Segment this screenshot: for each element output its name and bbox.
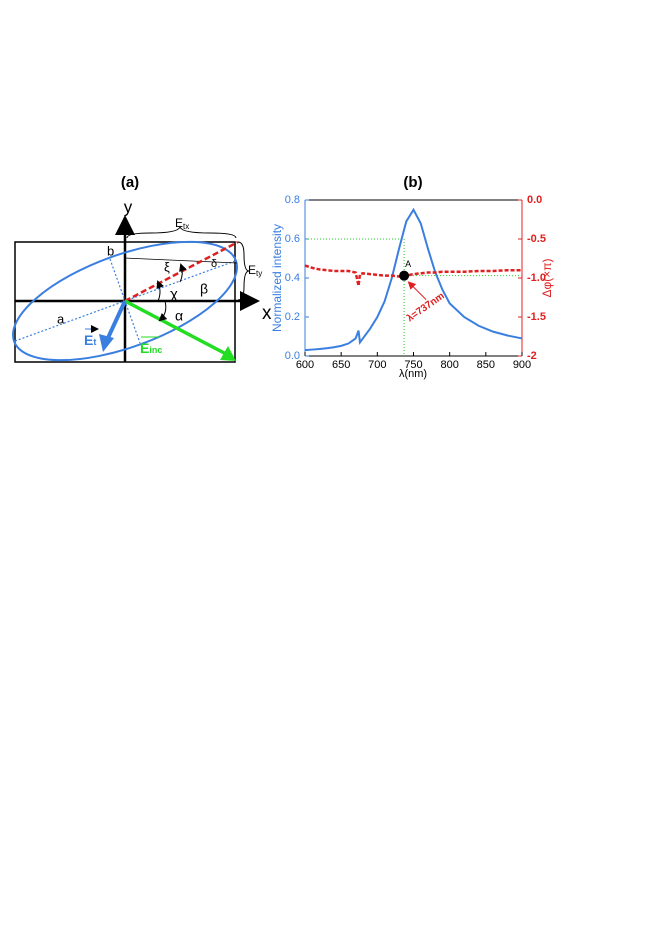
y2-axis-label: Δφ(×π): [540, 258, 554, 297]
label: χ: [170, 286, 178, 303]
x-axis-label: λ(nm): [399, 368, 427, 380]
y2-tick-label: -0.5: [527, 233, 546, 245]
y2-tick-label: -1.0: [527, 272, 546, 284]
y2-tick-label: -1.5: [527, 311, 546, 323]
x-tick-label: 900: [513, 359, 531, 371]
label: α: [175, 308, 183, 324]
angle-arc: [156, 280, 164, 302]
panel-title: (a): [121, 174, 139, 191]
text: E: [140, 340, 149, 356]
label: b: [107, 243, 114, 258]
ref-line: [124, 257, 238, 264]
brace: [126, 225, 237, 239]
arrowhead: [99, 334, 114, 352]
series-line: [304, 264, 522, 287]
x-tick-label: 800: [440, 359, 458, 371]
label: Etx: [175, 216, 189, 231]
x-tick-label: 750: [404, 359, 422, 371]
x-tick-label: 600: [296, 359, 314, 371]
label: Ety: [248, 263, 262, 278]
ellipse: [12, 240, 238, 362]
y-tick-label: 0.4: [285, 272, 300, 284]
label: Et: [84, 332, 96, 348]
label: x: [262, 303, 272, 324]
angle-arc: [179, 263, 187, 283]
arrowhead: [220, 346, 236, 361]
chart-title: (b): [403, 174, 422, 191]
angle-arc: [158, 300, 168, 322]
panel-b: (b) λ(nm) Normalized intensity Δφ(×π) 60…: [270, 174, 554, 380]
point: [399, 270, 410, 281]
y-tick-label: 0.0: [285, 350, 300, 362]
series-line: [304, 207, 523, 352]
text: E: [84, 332, 93, 348]
text: E: [248, 263, 256, 277]
label: a: [57, 311, 65, 326]
text: inc: [149, 345, 162, 355]
point-label: A: [405, 259, 411, 269]
y-tick-label: 0.8: [285, 194, 300, 206]
x-tick-label: 700: [368, 359, 386, 371]
annotation-arrow: [407, 281, 427, 301]
y-tick-label: 0.6: [285, 233, 300, 245]
panel-a: (a) Etx Ety y x b a ξ χ β α δ Et Einc: [12, 174, 272, 363]
label: β: [200, 281, 208, 297]
e-inc-arrow: [124, 299, 229, 357]
red-dashed: [124, 240, 239, 303]
text: t: [93, 337, 96, 347]
label: y: [124, 197, 133, 216]
text: tx: [183, 222, 189, 231]
y-tick-label: 0.2: [285, 311, 300, 323]
e-t-arrow: [105, 300, 127, 341]
x-tick-label: 850: [477, 359, 495, 371]
y2-tick-label: -2: [527, 350, 537, 362]
y2-tick-label: 0.0: [527, 194, 542, 206]
x-tick-label: 650: [332, 359, 350, 371]
label: δ: [211, 258, 217, 270]
brace: [237, 241, 250, 301]
text: ty: [256, 269, 262, 278]
label: Einc: [140, 340, 162, 356]
label: ξ: [164, 259, 170, 274]
annotation: λ=737nm: [405, 290, 447, 324]
text: E: [175, 216, 183, 230]
y-axis-label: Normalized intensity: [270, 224, 284, 332]
